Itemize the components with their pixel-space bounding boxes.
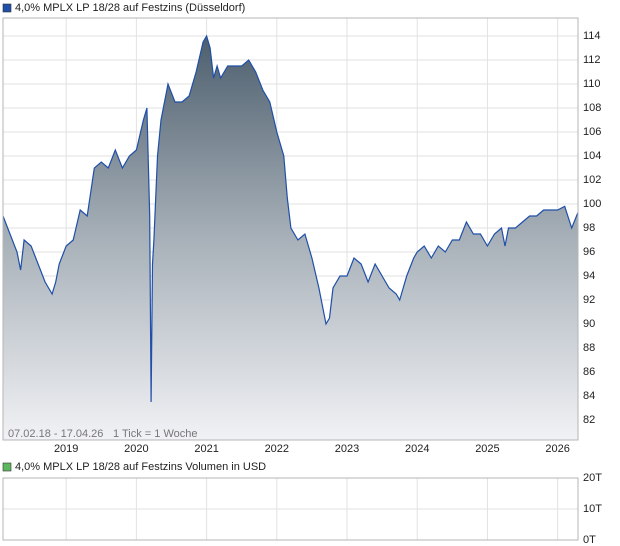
y-tick-label: 102: [583, 174, 601, 186]
y-tick-label: 112: [583, 54, 601, 66]
y-tick-label: 0T: [583, 534, 596, 546]
x-tick-label: 2023: [335, 443, 359, 455]
plot-frame: [2, 477, 579, 541]
x-tick-label: 2021: [194, 443, 218, 455]
tick-note: 1 Tick = 1 Woche: [113, 428, 197, 440]
y-tick-label: 84: [583, 390, 595, 402]
x-tick-label: 2024: [405, 443, 429, 455]
x-tick-label: 2026: [545, 443, 569, 455]
date-range: 07.02.18 - 17.04.26: [8, 428, 103, 440]
y-tick-label: 92: [583, 294, 595, 306]
y-tick-label: 98: [583, 222, 595, 234]
y-tick-label: 82: [583, 414, 595, 426]
price-area: [3, 36, 578, 440]
legend-label: 4,0% MPLX LP 18/28 auf Festzins Volumen …: [15, 461, 266, 473]
y-tick-label: 114: [583, 30, 601, 42]
y-tick-label: 86: [583, 366, 595, 378]
y-tick-label: 90: [583, 318, 595, 330]
y-tick-label: 104: [583, 150, 601, 162]
x-tick-label: 2022: [265, 443, 289, 455]
y-tick-label: 94: [583, 270, 595, 282]
x-tick-label: 2020: [124, 443, 148, 455]
y-tick-label: 106: [583, 126, 601, 138]
legend-swatch: [2, 3, 12, 13]
y-tick-label: 100: [583, 198, 601, 210]
plot-frame: [2, 17, 579, 441]
y-tick-label: 108: [583, 102, 601, 114]
y-tick-label: 96: [583, 246, 595, 258]
y-tick-label: 110: [583, 78, 601, 90]
legend-label: 4,0% MPLX LP 18/28 auf Festzins (Düsseld…: [15, 2, 245, 14]
y-tick-label: 88: [583, 342, 595, 354]
x-tick-label: 2019: [54, 443, 78, 455]
x-tick-label: 2025: [475, 443, 499, 455]
y-tick-label: 10T: [583, 503, 602, 515]
y-tick-label: 20T: [583, 472, 602, 484]
price-line: [2, 34, 579, 403]
legend-swatch: [2, 462, 12, 472]
